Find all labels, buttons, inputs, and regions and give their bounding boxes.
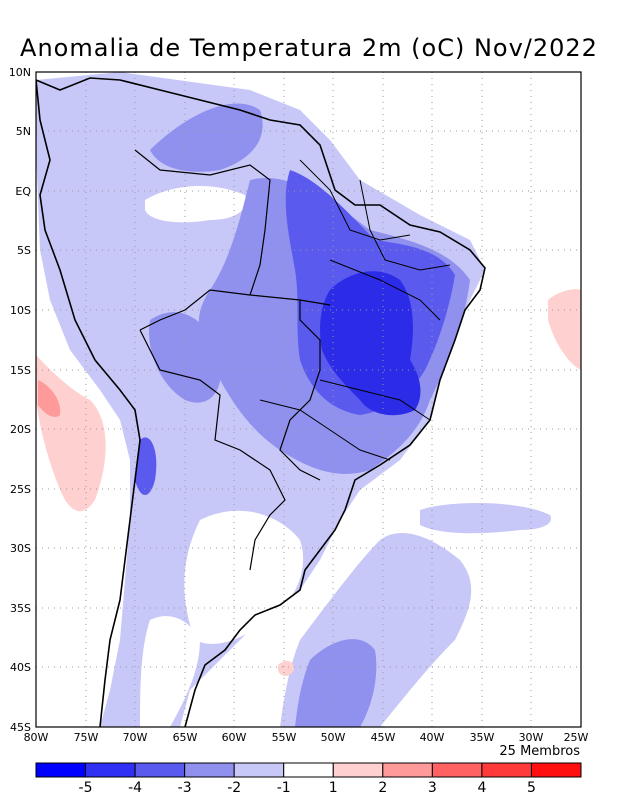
lat-tick: 15S xyxy=(10,364,31,377)
lon-tick: 80W xyxy=(24,731,49,744)
atlantic-coastline xyxy=(36,77,486,727)
lat-tick: 45S xyxy=(10,721,31,734)
lon-tick: 30W xyxy=(519,731,544,744)
colorbar-label: -4 xyxy=(128,780,142,796)
state-borders xyxy=(259,159,451,461)
atlantic-cold-patch-east xyxy=(420,503,551,534)
lon-tick: 65W xyxy=(173,731,198,744)
colorbar-swatch xyxy=(85,762,136,778)
colorbar-swatch xyxy=(283,762,334,778)
colorbar-swatch xyxy=(35,762,87,778)
pacific-warm-core xyxy=(38,380,61,417)
colorbar-label: -2 xyxy=(227,780,241,796)
colorbar-swatch xyxy=(332,762,384,778)
cold-core xyxy=(320,271,421,416)
lat-tick: 25S xyxy=(10,483,31,496)
argentina-neutral-zone xyxy=(184,510,304,644)
lat-tick: 35S xyxy=(10,602,31,615)
lat-axis: 10N 5N EQ 5S 10S 15S 20S 25S 30S 35S 40S… xyxy=(9,66,32,734)
pacific-coastline xyxy=(36,79,141,727)
lat-tick: 5N xyxy=(16,125,31,138)
lon-tick: 55W xyxy=(272,731,297,744)
lon-tick: 70W xyxy=(123,731,148,744)
lon-tick: 60W xyxy=(222,731,247,744)
lat-tick: 20S xyxy=(10,423,31,436)
lon-axis: 80W 75W 70W 65W 60W 55W 50W 45W 40W 35W … xyxy=(24,731,589,744)
colorbar-label: 5 xyxy=(527,780,536,796)
lat-tick: 5S xyxy=(17,244,31,257)
lon-tick: 75W xyxy=(74,731,99,744)
colorbar-swatch xyxy=(134,762,186,778)
country-borders xyxy=(134,149,331,571)
lon-tick: 45W xyxy=(371,731,396,744)
colorbar: -5 -4 -3 -2 -1 1 2 3 4 5 xyxy=(35,762,582,796)
colorbar-label: -3 xyxy=(178,780,192,796)
lon-tick: 35W xyxy=(470,731,495,744)
map-frame xyxy=(35,71,582,728)
lat-tick: 30S xyxy=(10,542,31,555)
colorbar-label: 2 xyxy=(378,780,387,796)
colorbar-swatch xyxy=(382,762,433,778)
colorbar-swatch xyxy=(233,762,285,778)
lon-tick: 40W xyxy=(420,731,445,744)
patagonia-neutral-zone xyxy=(140,616,200,727)
atlantic-warm-zone xyxy=(548,289,581,370)
andes-cold xyxy=(135,437,157,495)
south-warm-spot xyxy=(278,660,295,676)
lon-tick: 50W xyxy=(321,731,346,744)
colorbar-swatch xyxy=(431,762,483,778)
bolivia-mid-cold xyxy=(149,312,221,403)
map-title: Anomalia de Temperatura 2m (oC) Nov/2022 xyxy=(20,34,598,62)
amazon-neutral-zone xyxy=(145,185,246,223)
colorbar-label: 3 xyxy=(428,780,437,796)
colorbar-label: -1 xyxy=(277,780,291,796)
lat-tick: 10S xyxy=(10,304,31,317)
members-label: 25 Membros xyxy=(499,744,580,759)
atlantic-mid-cold xyxy=(295,639,377,727)
lat-tick: 40S xyxy=(10,661,31,674)
colorbar-label: 1 xyxy=(329,780,338,796)
lat-tick: EQ xyxy=(15,185,31,198)
anomaly-field xyxy=(36,72,581,727)
colorbar-label: 4 xyxy=(477,780,486,796)
lat-tick: 10N xyxy=(9,66,31,79)
colorbar-swatch xyxy=(481,762,532,778)
colorbar-swatch xyxy=(530,762,582,778)
colorbar-label: -5 xyxy=(79,780,93,796)
lon-tick: 25W xyxy=(564,731,589,744)
colorbar-swatch xyxy=(184,762,235,778)
